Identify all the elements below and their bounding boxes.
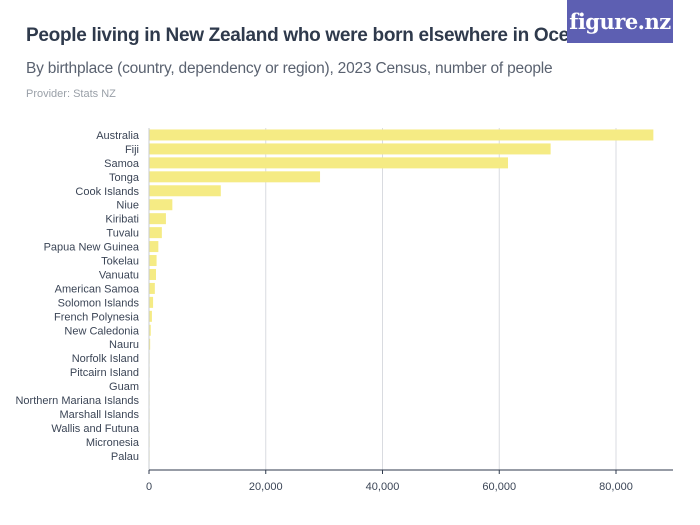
category-label: Cook Islands xyxy=(75,186,139,198)
data-provider: Provider: Stats NZ xyxy=(26,88,116,100)
category-label: Tonga xyxy=(109,172,140,184)
bar xyxy=(149,282,155,294)
bar xyxy=(149,199,173,211)
category-label: Kiribati xyxy=(105,214,139,226)
bar xyxy=(149,324,151,336)
bar xyxy=(149,268,157,280)
category-label: Vanuatu xyxy=(99,269,139,281)
category-label: New Caledonia xyxy=(64,325,139,337)
category-label: Guam xyxy=(109,381,139,393)
category-label: Samoa xyxy=(104,158,140,170)
category-label: Niue xyxy=(116,200,139,212)
category-label: Tuvalu xyxy=(106,228,139,240)
bar xyxy=(149,213,166,225)
category-label: Australia xyxy=(96,130,140,142)
bar xyxy=(149,185,221,197)
category-label: Wallis and Futuna xyxy=(51,423,140,435)
x-tick-label: 20,000 xyxy=(249,481,283,493)
x-tick-label: 40,000 xyxy=(366,481,400,493)
bar xyxy=(149,157,509,169)
category-label: Marshall Islands xyxy=(60,409,140,421)
category-label: Pitcairn Island xyxy=(70,367,139,379)
bar xyxy=(149,227,162,239)
category-label: Fiji xyxy=(125,144,139,156)
category-label: Northern Mariana Islands xyxy=(15,395,139,407)
category-label: Norfolk Island xyxy=(72,353,139,365)
category-label: American Samoa xyxy=(55,283,140,295)
bar xyxy=(149,310,152,322)
category-label: French Polynesia xyxy=(54,311,140,323)
category-label: Papua New Guinea xyxy=(44,242,140,254)
chart-title: People living in New Zealand who were bo… xyxy=(26,25,606,46)
x-tick-label: 0 xyxy=(146,481,152,493)
bar xyxy=(149,171,321,183)
category-label: Solomon Islands xyxy=(58,297,140,309)
bar xyxy=(149,143,551,155)
x-tick-label: 60,000 xyxy=(482,481,516,493)
bar xyxy=(149,129,654,141)
chart-subtitle: By birthplace (country, dependency or re… xyxy=(26,60,553,77)
category-label: Micronesia xyxy=(86,437,140,449)
x-tick-label: 80,000 xyxy=(599,481,633,493)
category-label: Nauru xyxy=(109,339,139,351)
bar xyxy=(149,255,157,267)
category-label: Tokelau xyxy=(101,256,139,268)
category-label: Palau xyxy=(111,451,139,463)
bar xyxy=(149,338,151,350)
figure-nz-logo[interactable]: figure.nz xyxy=(567,0,673,43)
bar xyxy=(149,241,159,253)
bar xyxy=(149,296,154,308)
